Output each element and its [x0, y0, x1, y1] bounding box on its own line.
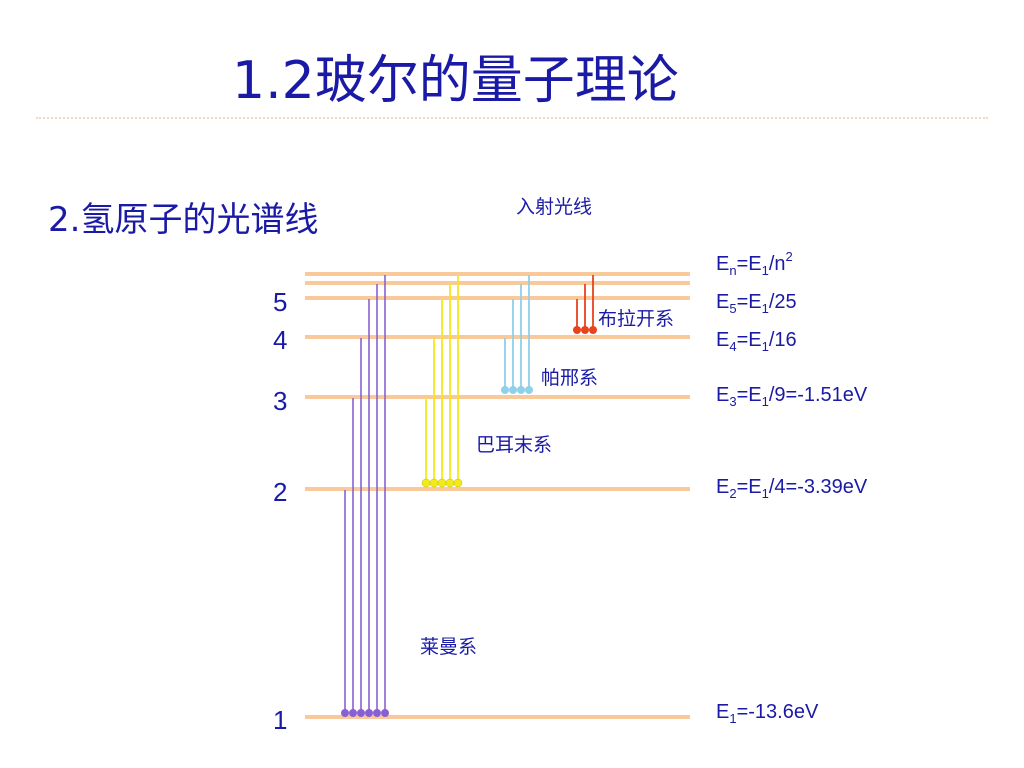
energy-levels — [305, 272, 690, 719]
brackett-dot — [573, 326, 581, 334]
balmer-dot — [429, 478, 439, 488]
lyman-dot — [365, 709, 373, 717]
paschen-dot — [525, 386, 533, 394]
eq-part: E — [716, 384, 729, 406]
lyman-dot — [381, 709, 389, 717]
balmer-dot — [445, 478, 455, 488]
balmer-dot — [437, 478, 447, 488]
eq-part: /16 — [769, 329, 797, 351]
level-number-4: 4 — [273, 325, 287, 355]
equation-e3: E3=E1/9=-1.51eV — [716, 384, 868, 409]
lyman-label: 莱曼系 — [420, 636, 477, 658]
eq-part: E — [716, 253, 729, 275]
eq-part: =E — [737, 253, 762, 275]
eq-part: /n — [769, 253, 786, 275]
brackett-dot — [589, 326, 597, 334]
eq-sub: 1 — [762, 263, 769, 278]
paschen-dot — [501, 386, 509, 394]
brackett-label: 布拉开系 — [598, 308, 674, 330]
eq-part: =-13.6eV — [737, 701, 819, 723]
eq-part: /25 — [769, 291, 797, 313]
equation-e1: E1=-13.6eV — [716, 701, 819, 726]
eq-sub: 4 — [729, 339, 736, 354]
brackett-dots — [573, 326, 597, 334]
paschen-dot — [517, 386, 525, 394]
title-divider — [36, 117, 988, 119]
equation-e4: E4=E1/16 — [716, 329, 797, 354]
balmer-dots — [421, 478, 463, 488]
eq-part: E — [716, 291, 729, 313]
paschen-dots — [501, 386, 533, 394]
lyman-dots — [341, 709, 389, 717]
eq-part: /9=-1.51eV — [769, 384, 868, 406]
lyman-dot — [357, 709, 365, 717]
balmer-dot — [453, 478, 463, 488]
eq-sub: 1 — [729, 711, 736, 726]
eq-sub: 1 — [762, 301, 769, 316]
eq-sub: 1 — [762, 339, 769, 354]
balmer-dot — [421, 478, 431, 488]
eq-part: E — [716, 476, 729, 498]
eq-sub: 3 — [729, 394, 736, 409]
paschen-dot — [509, 386, 517, 394]
lyman-series — [344, 275, 386, 713]
eq-sub: 1 — [762, 486, 769, 501]
brackett-series — [576, 275, 594, 330]
balmer-label: 巴耳末系 — [476, 434, 552, 456]
eq-part: =E — [737, 329, 762, 351]
equation-general: En=E1/n2 — [716, 249, 793, 278]
level-number-5: 5 — [273, 287, 287, 317]
eq-sub: 1 — [762, 394, 769, 409]
eq-part: =E — [737, 291, 762, 313]
lyman-dot — [373, 709, 381, 717]
eq-sub: 2 — [729, 486, 736, 501]
lyman-dot — [349, 709, 357, 717]
eq-sup: 2 — [786, 249, 793, 264]
page-title: 1.2玻尔的量子理论 — [232, 51, 679, 111]
equation-e2: E2=E1/4=-3.39eV — [716, 476, 868, 501]
eq-part: =E — [737, 476, 762, 498]
balmer-series — [425, 275, 459, 483]
level-number-3: 3 — [273, 386, 287, 416]
eq-part: E — [716, 701, 729, 723]
incident-light-label: 入射光线 — [516, 196, 592, 218]
brackett-dot — [581, 326, 589, 334]
eq-part: /4=-3.39eV — [769, 476, 868, 498]
level-number-2: 2 — [273, 477, 287, 507]
eq-part: E — [716, 329, 729, 351]
equation-e5: E5=E1/25 — [716, 291, 797, 316]
level-number-1: 1 — [273, 705, 287, 735]
eq-part: =E — [737, 384, 762, 406]
paschen-label: 帕邢系 — [541, 367, 598, 389]
paschen-series — [504, 275, 530, 390]
section-subtitle: 2.氢原子的光谱线 — [48, 200, 319, 240]
eq-sub: 5 — [729, 301, 736, 316]
lyman-dot — [341, 709, 349, 717]
eq-sub: n — [729, 263, 736, 278]
